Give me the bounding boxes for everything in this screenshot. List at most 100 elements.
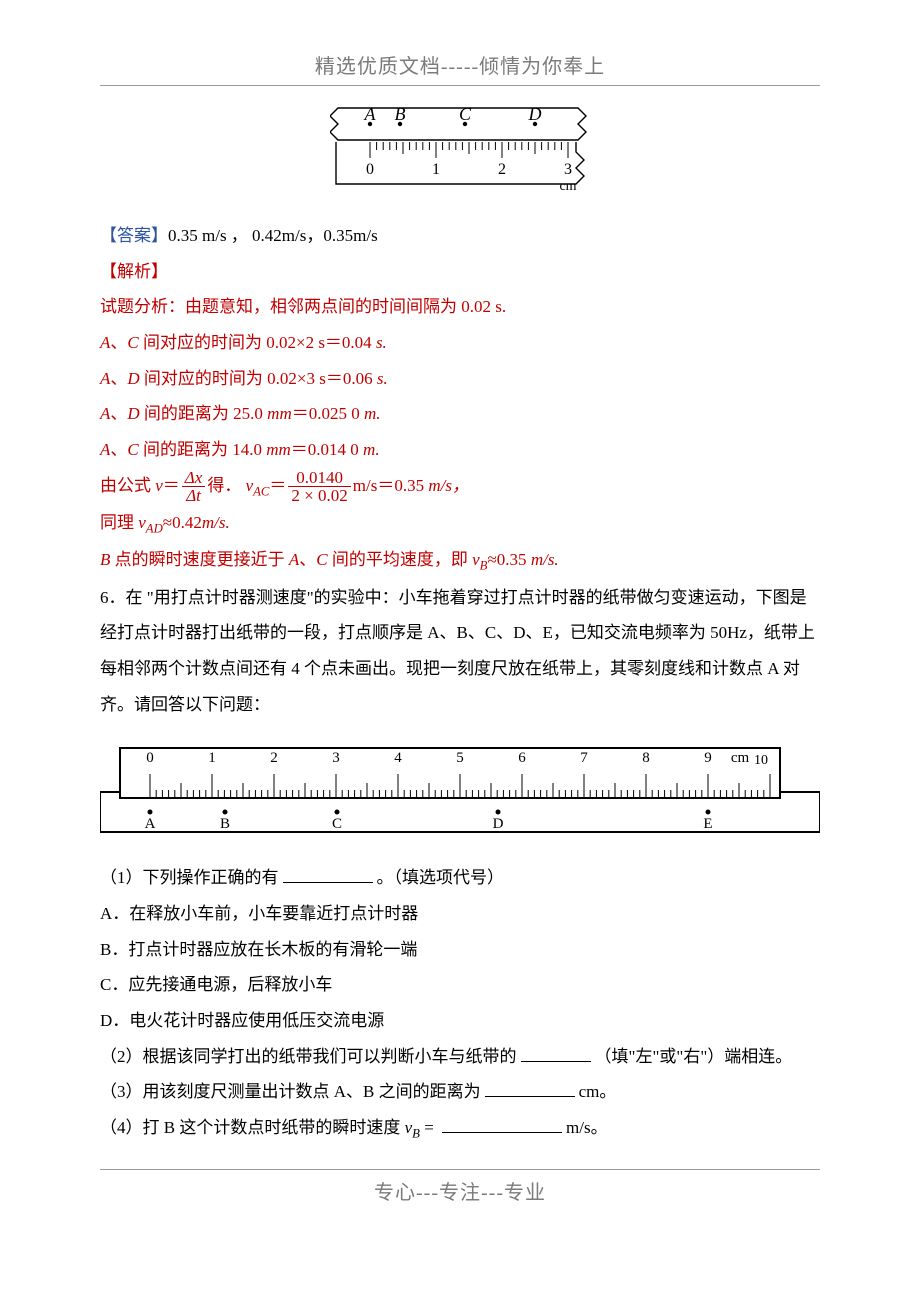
fm-f2n: 0.0140: [288, 469, 350, 488]
fig2-n8: 8: [642, 750, 650, 766]
opt-b: B．打点计时器应放在长木板的有滑轮一端: [100, 932, 820, 968]
fig2-n5: 5: [456, 750, 464, 766]
fig1-num-1: 1: [432, 161, 440, 178]
sub1-tail: 。（填选项代号）: [377, 868, 505, 887]
formula-line: 由公式 v＝ΔxΔt得． vAC＝0.01402 × 0.02m/s＝0.35 …: [100, 468, 820, 505]
figure-1-tape: A B C D: [330, 104, 590, 194]
fig1-label-a: A: [364, 104, 377, 124]
fm-f1d: Δt: [182, 487, 206, 505]
lw-pre: 同理: [100, 513, 138, 532]
sub3-pre: （3）用该刻度尺测量出计数点 A、B 之间的距离为: [100, 1082, 481, 1101]
opt-a: A．在释放小车前，小车要靠近打点计时器: [100, 896, 820, 932]
line-ac-time: A、C 间对应的时间为 0.02×2 s＝0.04 s.: [100, 325, 820, 361]
fm-tu: m/s，: [428, 476, 469, 495]
lc-eq: ＝0.025 0: [292, 404, 364, 423]
ld-rest: 间的距离为 14.0: [139, 440, 267, 459]
sub2: （2）根据该同学打出的纸带我们可以判断小车与纸带的 （填"左"或"右"）端相连。: [100, 1039, 820, 1075]
fig2-unit: cm: [731, 750, 750, 766]
sub2-tail: （填"左"或"右"）端相连。: [595, 1047, 793, 1066]
blank-2[interactable]: [521, 1044, 591, 1062]
fm-f1n: Δx: [182, 469, 206, 488]
blank-1[interactable]: [283, 865, 373, 883]
pb-u: m/s.: [531, 550, 559, 569]
fig1-num-2: 2: [498, 161, 506, 178]
fig2-n1: 1: [208, 750, 216, 766]
lb-rest: 间对应的时间为 0.02×3 s＝0.06: [140, 369, 377, 388]
blank-4[interactable]: [442, 1115, 562, 1133]
fm-v: v: [155, 476, 163, 495]
sub4-tail: m/s。: [566, 1118, 608, 1137]
fig1-label-d: D: [528, 104, 542, 124]
fig2-n6: 6: [518, 750, 526, 766]
fig2-n0: 0: [146, 750, 154, 766]
la-sym2: C: [127, 333, 138, 352]
pb-m2: 间的平均速度，即: [328, 550, 473, 569]
lc-u2: m.: [364, 404, 381, 423]
sub4-v: v: [405, 1118, 413, 1137]
pb-m1: 点的瞬时速度更接近于: [110, 550, 289, 569]
pb-c: C: [316, 550, 327, 569]
lw-u: m/s.: [202, 513, 230, 532]
analysis-heading: 【解析】: [100, 254, 820, 290]
la-sym1: A: [100, 333, 110, 352]
lb-sym2: D: [127, 369, 139, 388]
figure-2-wrap: 0 1 2 3 4 5 6 7 8 9 10 cm A B C D E: [100, 742, 820, 842]
fig2-pC: C: [332, 816, 342, 832]
sub2-pre: （2）根据该同学打出的纸带我们可以判断小车与纸带的: [100, 1047, 517, 1066]
fm-eq1: ＝: [163, 476, 180, 495]
fm-pre: 由公式: [100, 476, 155, 495]
line-ad-time: A、D 间对应的时间为 0.02×3 s＝0.06 s.: [100, 361, 820, 397]
fig2-n3: 3: [332, 750, 340, 766]
fig1-label-b: B: [395, 104, 406, 124]
fig1-num-3: 3: [564, 161, 572, 178]
pb-sep: 、: [299, 550, 316, 569]
sub1-text: （1）下列操作正确的有: [100, 868, 279, 887]
lw-v: v: [138, 513, 146, 532]
answer-prefix: 【答案】: [100, 226, 168, 245]
answer-text: 0.35 m/s ， 0.42m/s，0.35m/s: [168, 226, 378, 245]
fig2-n9: 9: [704, 750, 712, 766]
page-footer: 专心---专注---专业: [100, 1169, 820, 1205]
blank-3[interactable]: [485, 1079, 575, 1097]
la-mid: 、: [110, 333, 127, 352]
pb-v: v: [472, 550, 480, 569]
la-unit: s.: [376, 333, 387, 352]
fig2-n10: 10: [754, 753, 768, 768]
fig2-pD: D: [493, 816, 504, 832]
q6-para: 6．在 "用打点计时器测速度"的实验中：小车拖着穿过打点计时器的纸带做匀变速运动…: [100, 580, 820, 723]
sub3: （3）用该刻度尺测量出计数点 A、B 之间的距离为 cm。: [100, 1074, 820, 1110]
sub4-sub: B: [412, 1127, 420, 1141]
ld-eq: ＝0.014 0: [291, 440, 363, 459]
fig1-unit: cm: [559, 179, 576, 194]
ld-mid: 、: [110, 440, 127, 459]
line-ac-dist: A、C 间的距离为 14.0 mm＝0.014 0 m.: [100, 432, 820, 468]
fig1-num-0: 0: [366, 161, 374, 178]
figure-1-wrap: A B C D: [100, 104, 820, 194]
figure-2-tape-ruler: 0 1 2 3 4 5 6 7 8 9 10 cm A B C D E: [100, 742, 820, 837]
fm-f2d: 2 × 0.02: [288, 487, 350, 505]
sub4-pre: （4）打 B 这个计数点时纸带的瞬时速度: [100, 1118, 405, 1137]
la-rest: 间对应的时间为 0.02×2 s＝0.04: [139, 333, 376, 352]
fig2-pE: E: [703, 816, 712, 832]
fm-eq2: ＝: [269, 476, 286, 495]
opt-d: D．电火花计时器应使用低压交流电源: [100, 1003, 820, 1039]
fig2-n2: 2: [270, 750, 278, 766]
fm-tail: m/s＝0.35: [353, 476, 429, 495]
lb-unit: s.: [377, 369, 388, 388]
ld-u2: m.: [363, 440, 380, 459]
fm-got: 得．: [207, 476, 245, 495]
opt-c: C．应先接通电源，后释放小车: [100, 967, 820, 1003]
sub3-tail: cm。: [579, 1082, 617, 1101]
lw-sub: AD: [146, 522, 163, 536]
fm-frac2: 0.01402 × 0.02: [288, 469, 350, 506]
likewise-line: 同理 vAD≈0.42m/s.: [100, 505, 820, 542]
fig2-n4: 4: [394, 750, 402, 766]
fig2-pB: B: [220, 816, 230, 832]
fm-vac: v: [246, 476, 254, 495]
lb-mid: 、: [110, 369, 127, 388]
fm-frac1: ΔxΔt: [182, 469, 206, 506]
sub1: （1）下列操作正确的有 。（填选项代号）: [100, 860, 820, 896]
pb-b: B: [100, 550, 110, 569]
lb-sym1: A: [100, 369, 110, 388]
lc-mid: 、: [110, 404, 127, 423]
